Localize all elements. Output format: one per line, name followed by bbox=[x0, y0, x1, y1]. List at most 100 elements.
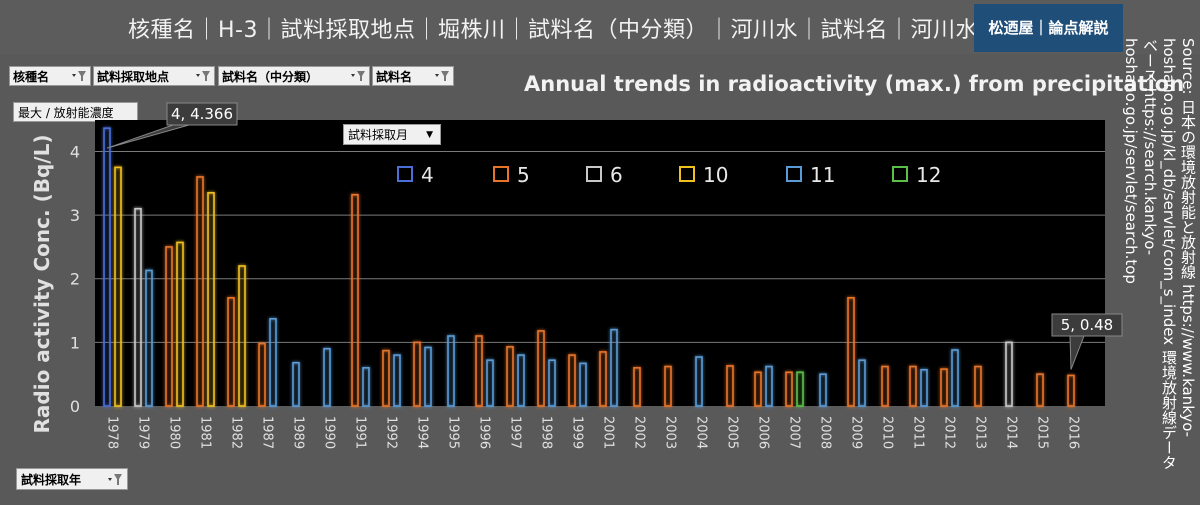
x-tick-label: 1979 bbox=[136, 416, 151, 449]
filter-nuclide[interactable]: 核種名 bbox=[9, 66, 91, 86]
bar-2002-month-5 bbox=[633, 367, 641, 407]
bar-2013-month-5 bbox=[974, 365, 982, 407]
bar-1997-month-5 bbox=[506, 346, 514, 407]
bar-2015-month-5 bbox=[1036, 373, 1044, 407]
bar-1999-month-11 bbox=[579, 362, 587, 407]
bar-1978-month-10 bbox=[114, 166, 122, 407]
bar-2012-month-5 bbox=[940, 368, 948, 407]
x-tick-label: 1982 bbox=[229, 416, 244, 449]
x-tick-label: 2002 bbox=[632, 416, 647, 449]
x-tick-label: 2010 bbox=[880, 416, 895, 449]
callout-label: 5, 0.48 bbox=[1061, 316, 1113, 334]
bar-1999-month-5 bbox=[568, 354, 576, 407]
bar-2004-month-11 bbox=[695, 356, 703, 407]
bar-1981-month-10 bbox=[207, 192, 215, 407]
filter-location[interactable]: 試料採取地点 bbox=[93, 66, 215, 86]
bar-1996-month-11 bbox=[486, 359, 494, 407]
bar-2009-month-5 bbox=[847, 297, 855, 407]
x-tick-label: 1990 bbox=[322, 416, 337, 449]
filter-dropdown-icon bbox=[108, 474, 122, 485]
filter-year-label: 試料採取年 bbox=[21, 473, 82, 487]
bar-2016-month-5 bbox=[1067, 374, 1075, 407]
bar-1987-month-11 bbox=[269, 318, 277, 407]
x-tick-label: 1992 bbox=[384, 416, 399, 449]
bar-2007-month-12 bbox=[796, 371, 804, 407]
bar-1992-month-5 bbox=[382, 349, 390, 407]
legend-label-10: 10 bbox=[703, 163, 728, 187]
legend-swatch-10 bbox=[679, 166, 695, 182]
x-tick-label: 2008 bbox=[818, 416, 833, 449]
legend-swatch-4 bbox=[397, 166, 413, 182]
bar-1994-month-11 bbox=[424, 346, 432, 407]
bar-1981-month-5 bbox=[196, 176, 204, 407]
title-bar: 核種名｜H-3｜試料採取地点｜堀株川｜試料名（中分類）｜河川水｜試料名｜河川水 … bbox=[0, 0, 1200, 54]
legend-label-12: 12 bbox=[916, 163, 941, 187]
callout-label: 4, 4.366 bbox=[171, 105, 233, 123]
bar-1979-month-6 bbox=[134, 207, 142, 407]
x-tick-label: 2007 bbox=[787, 416, 802, 449]
x-tick-label: 1996 bbox=[477, 416, 492, 449]
y-tick-label: 2 bbox=[70, 270, 80, 289]
bar-2007-month-5 bbox=[785, 371, 793, 407]
y-tick-label: 1 bbox=[70, 333, 80, 352]
bar-1997-month-11 bbox=[517, 354, 525, 407]
bar-2009-month-11 bbox=[858, 359, 866, 407]
filter-dropdown-icon bbox=[72, 71, 86, 81]
callout-pointer bbox=[106, 124, 190, 149]
bar-1990-month-11 bbox=[323, 347, 331, 407]
bar-1995-month-11 bbox=[447, 335, 455, 407]
bar-1980-month-10 bbox=[176, 241, 184, 407]
filter-dropdown-icon bbox=[196, 71, 210, 81]
x-tick-label: 2013 bbox=[973, 416, 988, 449]
x-tick-label: 2009 bbox=[849, 416, 864, 449]
bar-1992-month-11 bbox=[393, 354, 401, 407]
value-field-label[interactable]: 最大 / 放射能濃度 bbox=[13, 102, 138, 122]
filter-month[interactable]: 試料採取月 ▼ bbox=[343, 124, 441, 145]
x-tick-label: 2014 bbox=[1004, 416, 1019, 449]
y-tick-label: 3 bbox=[70, 206, 80, 225]
bar-1987-month-5 bbox=[258, 342, 266, 407]
legend-label-4: 4 bbox=[421, 163, 434, 187]
bar-1998-month-11 bbox=[548, 359, 556, 407]
bar-1998-month-5 bbox=[537, 330, 545, 407]
filter-year[interactable]: 試料採取年 bbox=[16, 468, 128, 490]
x-tick-label: 1997 bbox=[508, 416, 523, 449]
x-tick-label: 2011 bbox=[911, 416, 926, 449]
x-tick-label: 1987 bbox=[260, 416, 275, 449]
bar-2006-month-11 bbox=[765, 365, 773, 407]
filter-location-label: 試料採取地点 bbox=[97, 70, 170, 84]
bar-2014-month-6 bbox=[1005, 341, 1013, 407]
bar-2012-month-11 bbox=[951, 349, 959, 407]
bar-2010-month-5 bbox=[881, 365, 889, 407]
callout-pointer bbox=[1069, 335, 1085, 370]
bar-1982-month-10 bbox=[238, 265, 246, 407]
bar-1979-month-11 bbox=[145, 269, 153, 407]
bar-1980-month-5 bbox=[165, 246, 173, 407]
bar-2008-month-11 bbox=[819, 373, 827, 407]
bar-1991-month-11 bbox=[362, 367, 370, 407]
y-tick-label: 4 bbox=[70, 142, 80, 161]
filter-category[interactable]: 試料名（中分類） bbox=[218, 66, 370, 86]
x-tick-label: 2006 bbox=[756, 416, 771, 449]
x-tick-label: 1994 bbox=[415, 416, 430, 449]
x-tick-label: 2015 bbox=[1035, 416, 1050, 449]
y-tick-label: 0 bbox=[70, 397, 80, 416]
x-tick-label: 1980 bbox=[167, 416, 182, 449]
x-tick-label: 1978 bbox=[105, 416, 120, 449]
legend-swatch-6 bbox=[586, 166, 602, 182]
bar-2011-month-11 bbox=[920, 368, 928, 407]
chart-title: Annual trends in radioactivity (max.) fr… bbox=[524, 72, 1185, 96]
filter-month-label: 試料採取月 bbox=[348, 128, 409, 142]
brand-badge: 松迺屋｜論点解説 bbox=[974, 4, 1123, 52]
bar-2011-month-5 bbox=[909, 365, 917, 407]
bar-2006-month-5 bbox=[754, 371, 762, 407]
filter-sample[interactable]: 試料名 bbox=[372, 66, 454, 86]
legend-swatch-11 bbox=[786, 166, 802, 182]
callout-box bbox=[166, 102, 238, 126]
x-tick-label: 1981 bbox=[198, 416, 213, 449]
x-tick-label: 2005 bbox=[725, 416, 740, 449]
legend-label-6: 6 bbox=[610, 163, 623, 187]
legend-label-5: 5 bbox=[517, 163, 530, 187]
filter-sample-label: 試料名 bbox=[376, 70, 413, 84]
